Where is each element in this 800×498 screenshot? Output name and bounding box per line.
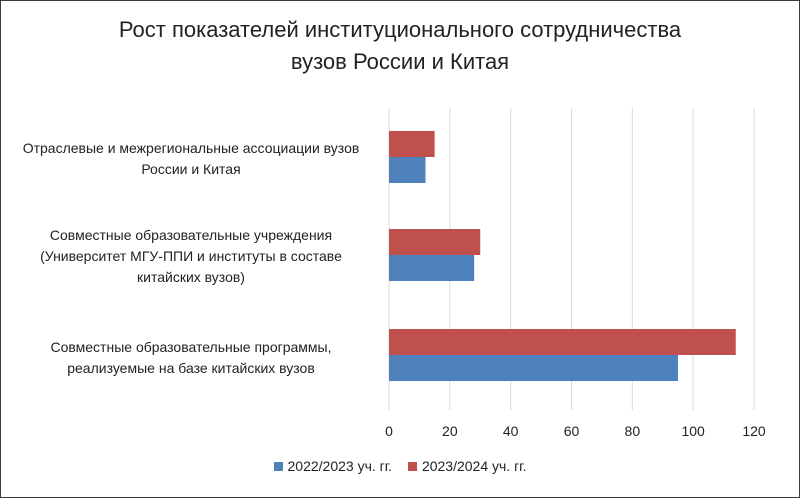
- x-tick-label-60: 60: [564, 423, 580, 439]
- legend-swatch-2022: [273, 462, 283, 471]
- category-label-line: Совместные образовательные учреждения: [49, 227, 333, 243]
- bar-2022-cat-1: [389, 255, 475, 281]
- category-label-line: Отраслевые и межрегиональные ассоциации …: [22, 140, 360, 156]
- legend-label-2023: 2023/2024 уч. гг.: [421, 458, 527, 474]
- category-label-programs: Совместные образовательные программы, ре…: [6, 337, 376, 379]
- x-tick-label-120: 120: [742, 423, 766, 439]
- category-label-institutions: Совместные образовательные учреждения (У…: [6, 225, 376, 288]
- bar-2023-cat-1: [389, 229, 481, 255]
- legend-item-2023: 2023/2024 уч. гг.: [407, 458, 527, 474]
- category-label-associations: Отраслевые и межрегиональные ассоциации …: [6, 138, 376, 180]
- legend-label-2022: 2022/2023 уч. гг.: [287, 458, 393, 474]
- chart-title: Рост показателей институционального сотр…: [0, 14, 800, 78]
- legend-swatch-2023: [407, 462, 417, 471]
- chart-title-line-1: Рост показателей институционального сотр…: [118, 17, 682, 42]
- category-label-line: реализуемые на базе китайских вузов: [67, 360, 315, 376]
- x-tick-label-20: 20: [442, 423, 458, 439]
- x-tick-label-80: 80: [625, 423, 641, 439]
- category-label-line: китайских вузов): [137, 269, 245, 285]
- legend: 2022/2023 уч. гг. 2023/2024 уч. гг.: [0, 458, 800, 474]
- x-tick-label-100: 100: [681, 423, 705, 439]
- category-label-line: России и Китая: [141, 161, 241, 177]
- category-label-line: Совместные образовательные программы,: [50, 339, 332, 355]
- x-tick-label-40: 40: [503, 423, 519, 439]
- chart-title-line-2: вузов России и Китая: [290, 49, 510, 74]
- bar-2023-cat-0: [389, 131, 435, 157]
- legend-item-2022: 2022/2023 уч. гг.: [273, 458, 393, 474]
- x-tick-label-0: 0: [385, 423, 393, 439]
- category-label-line: (Университет МГУ-ППИ и институты в соста…: [40, 248, 342, 264]
- bar-2022-cat-2: [389, 355, 678, 381]
- bar-2023-cat-2: [389, 329, 736, 355]
- bar-2022-cat-0: [389, 157, 426, 183]
